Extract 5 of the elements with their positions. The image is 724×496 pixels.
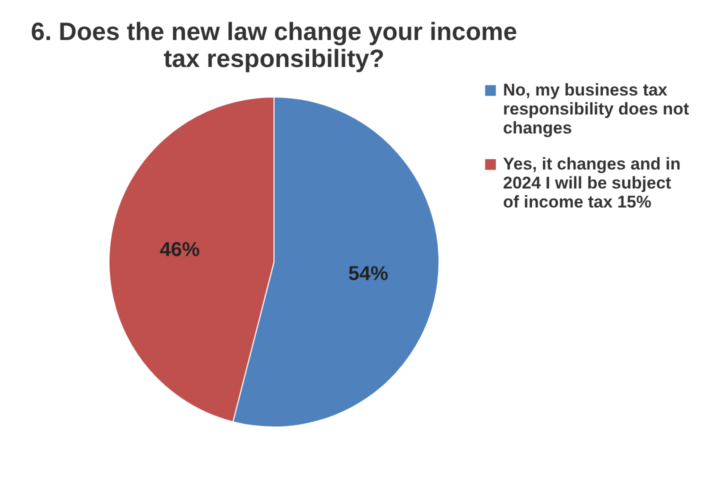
legend-label: No, my business tax responsibility does not changes (503, 80, 690, 138)
chart-title: 6. Does the new law change your income tax responsibility? (30, 18, 518, 73)
data-label: 54% (348, 262, 388, 285)
legend-label: Yes, it changes and in 2024 I will be subject of income tax 15% (503, 154, 681, 212)
data-label: 46% (160, 239, 200, 262)
